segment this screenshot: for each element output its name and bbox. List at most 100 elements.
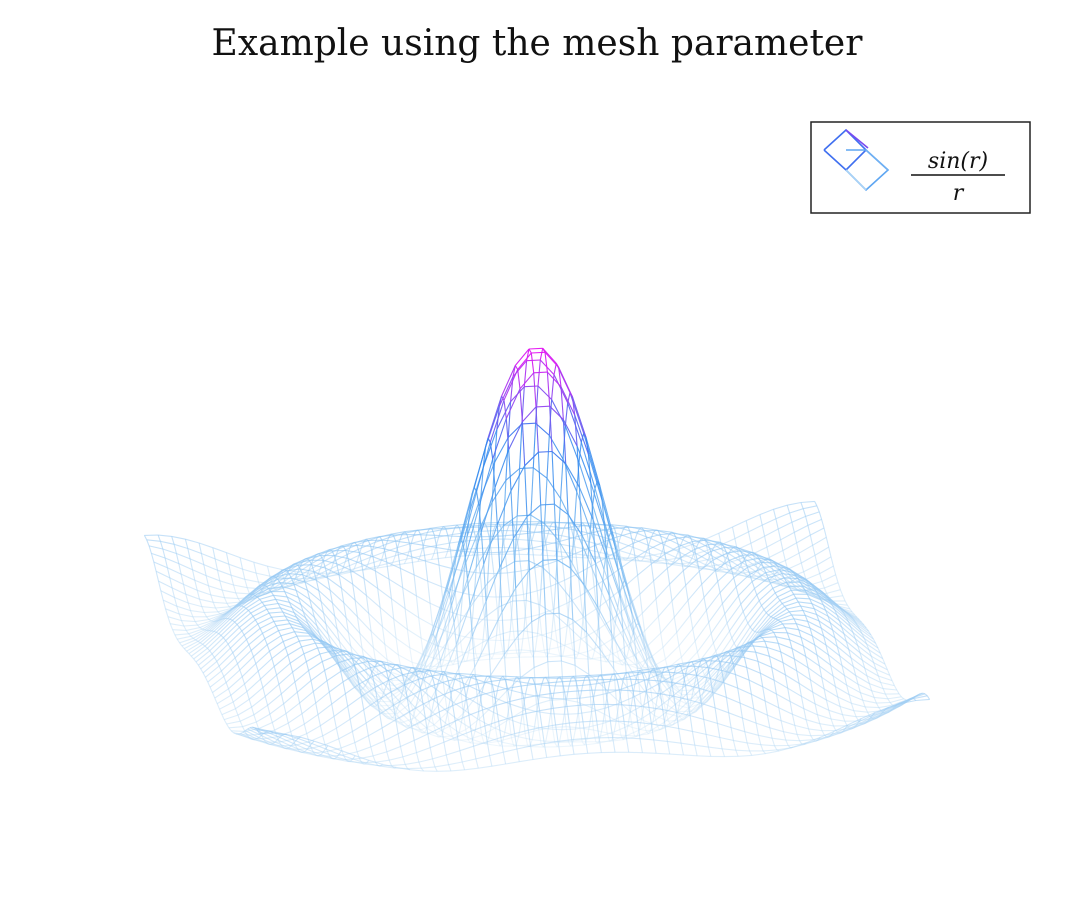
mesh-line-2330 xyxy=(877,647,881,654)
mesh-line-1853 xyxy=(359,633,363,649)
mesh-line-2163 xyxy=(227,605,242,620)
mesh-line-4360 xyxy=(673,695,688,701)
mesh-line-1867 xyxy=(429,660,434,670)
mesh-line-3026 xyxy=(809,627,813,637)
mesh-line-4506 xyxy=(520,685,525,699)
mesh-line-1598 xyxy=(564,625,568,646)
mesh-line-2981 xyxy=(682,718,685,721)
mesh-line-2178 xyxy=(507,401,512,438)
mesh-line-3190 xyxy=(841,665,845,676)
mesh-line-4778 xyxy=(557,741,561,756)
mesh-line-1248 xyxy=(189,610,194,617)
mesh-line-3115 xyxy=(855,675,870,685)
mesh-line-3254 xyxy=(661,719,676,730)
mesh-line-37 xyxy=(791,515,806,523)
mesh-line-4441 xyxy=(490,681,495,692)
mesh-line-4430 xyxy=(335,728,340,740)
mesh-line-3390 xyxy=(552,726,567,728)
mesh-line-4858 xyxy=(407,768,411,771)
mesh-line-4265 xyxy=(796,734,801,741)
mesh-line-3149 xyxy=(828,654,843,666)
mesh-line-2990 xyxy=(428,702,432,715)
mesh-line-894 xyxy=(392,534,397,542)
mesh-line-4787 xyxy=(543,743,548,758)
mesh-line-2887 xyxy=(300,624,316,637)
mesh-line-3989 xyxy=(890,702,905,712)
mesh-line-4184 xyxy=(287,722,292,732)
mesh-line-249 xyxy=(801,554,816,564)
mesh-line-407 xyxy=(620,528,625,536)
mesh-line-4674 xyxy=(525,713,529,731)
mesh-line-2650 xyxy=(702,701,706,704)
mesh-line-3916 xyxy=(621,683,636,690)
mesh-line-4709 xyxy=(274,741,289,749)
mesh-line-2317 xyxy=(313,617,318,626)
mesh-line-3796 xyxy=(517,723,522,737)
mesh-line-803 xyxy=(629,532,634,544)
mesh-line-1621 xyxy=(381,626,386,645)
mesh-line-2711 xyxy=(606,557,621,598)
mesh-line-4471 xyxy=(338,731,353,740)
mesh-line-416 xyxy=(367,557,371,565)
mesh-line-3976 xyxy=(326,670,342,682)
mesh-line-4732 xyxy=(456,736,461,751)
mesh-line-3241 xyxy=(800,637,804,647)
mesh-line-1500 xyxy=(761,561,775,564)
mesh-line-4366 xyxy=(505,677,519,681)
mesh-line-3861 xyxy=(547,713,552,730)
mesh-line-2542 xyxy=(250,605,265,614)
mesh-line-2196 xyxy=(692,679,708,691)
mesh-line-2712 xyxy=(816,614,820,622)
mesh-line-4405 xyxy=(801,740,816,745)
mesh-line-4347 xyxy=(812,739,816,742)
mesh-line-53 xyxy=(636,557,640,562)
mesh-line-4625 xyxy=(694,744,709,748)
mesh-line-2909 xyxy=(611,632,626,660)
mesh-line-2170 xyxy=(268,588,272,592)
mesh-line-1470 xyxy=(210,613,226,622)
mesh-line-328 xyxy=(689,558,693,564)
mesh-line-3043 xyxy=(795,623,800,630)
mesh-line-2805 xyxy=(284,615,299,622)
mesh-line-1845 xyxy=(811,584,826,596)
mesh-line-2062 xyxy=(519,423,523,469)
mesh-line-2388 xyxy=(866,643,881,654)
mesh-line-3644 xyxy=(839,705,854,712)
mesh-line-2569 xyxy=(193,658,197,663)
mesh-line-2409 xyxy=(275,598,290,603)
mesh-line-3950 xyxy=(593,692,608,697)
mesh-line-6 xyxy=(745,514,761,522)
mesh-line-3034 xyxy=(346,671,362,691)
mesh-line-4483 xyxy=(703,719,707,735)
mesh-line-4607 xyxy=(593,704,598,722)
mesh-line-2999 xyxy=(866,675,881,683)
mesh-line-3122 xyxy=(896,689,900,695)
mesh-line-4326 xyxy=(701,702,716,709)
mesh-line-355 xyxy=(536,524,551,527)
mesh-line-4111 xyxy=(710,677,725,684)
mesh-line-4147 xyxy=(399,667,403,675)
mesh-line-1017 xyxy=(411,556,426,562)
mesh-line-1441 xyxy=(562,655,577,659)
mesh-line-4757 xyxy=(459,745,474,752)
mesh-line-3211 xyxy=(250,650,255,657)
mesh-line-3911 xyxy=(296,680,312,693)
mesh-line-1023 xyxy=(242,596,257,604)
mesh-line-1440 xyxy=(363,578,367,596)
mesh-line-3531 xyxy=(766,646,781,653)
mesh-line-3332 xyxy=(563,699,567,727)
mesh-line-1127 xyxy=(568,617,584,626)
mesh-line-3255 xyxy=(871,690,875,698)
mesh-line-4417 xyxy=(464,683,479,688)
mesh-line-3071 xyxy=(234,644,250,659)
mesh-line-3597 xyxy=(303,647,318,655)
mesh-line-2091 xyxy=(859,628,874,640)
mesh-line-781 xyxy=(319,561,324,569)
mesh-line-3398 xyxy=(791,648,806,657)
mesh-line-4776 xyxy=(432,754,447,760)
mesh-line-2765 xyxy=(480,487,496,532)
mesh-line-2430 xyxy=(387,697,391,702)
mesh-line-2792 xyxy=(423,680,428,691)
mesh-line-4091 xyxy=(808,728,823,732)
mesh-line-2603 xyxy=(857,645,872,657)
